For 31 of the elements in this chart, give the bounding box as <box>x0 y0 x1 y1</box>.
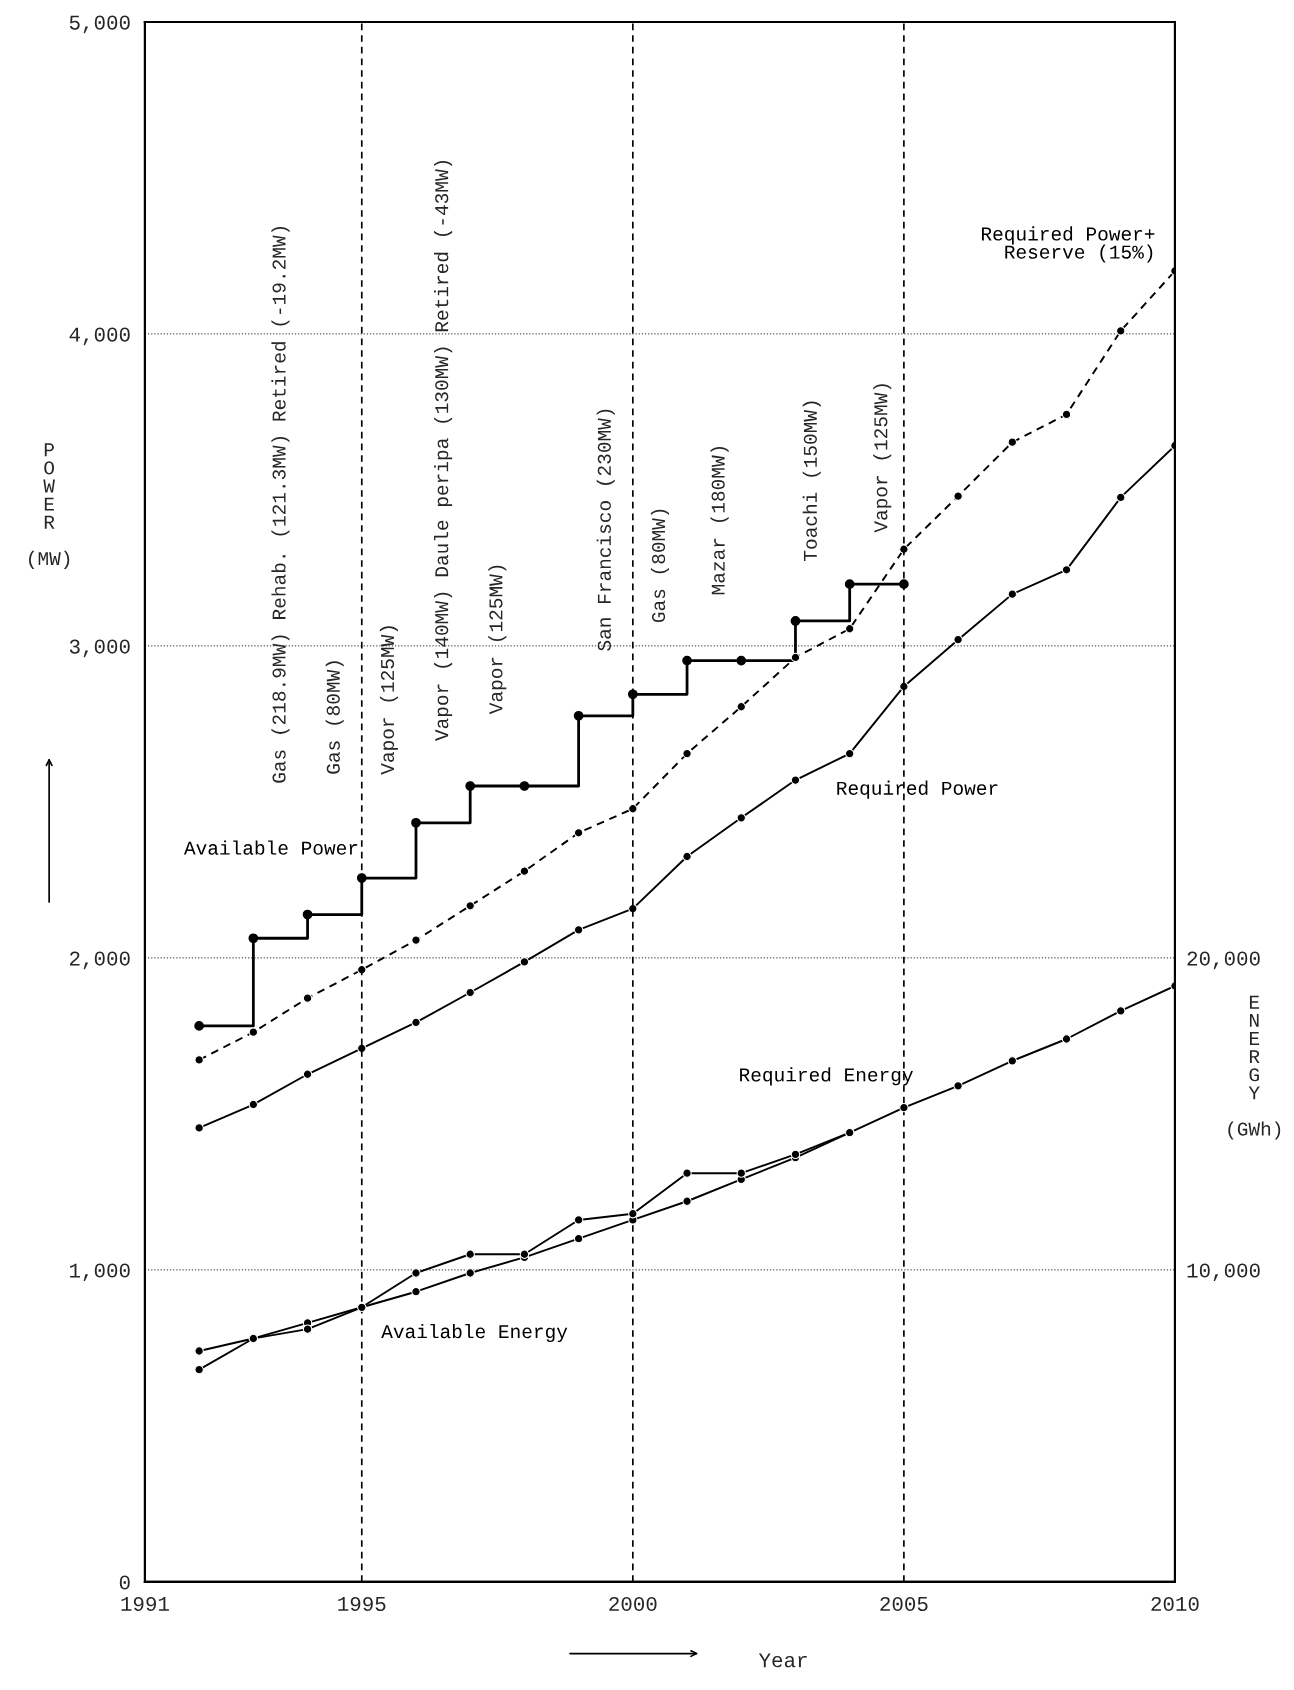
annotation: Vapor (125MW) <box>488 565 507 715</box>
x-tick-label: 2010 <box>1151 1596 1199 1612</box>
series-label: Required Energy <box>740 1067 913 1086</box>
series-label: Required Power+ Reserve (15%) <box>982 226 1155 263</box>
annotation: Mazar (180MW) <box>710 446 729 595</box>
annotation: Toachi (150MW) <box>802 401 821 561</box>
x-tick-label: 1991 <box>121 1596 169 1612</box>
x-tick-label: 2005 <box>880 1596 928 1612</box>
annotation: Vapor (125MW) <box>379 626 398 775</box>
annotation: Gas (218.9MW) Rehab. (121.3MW) Retired (-19.2MW) <box>271 226 290 783</box>
annotation: Gas (80MW) <box>650 509 669 623</box>
annotation: Gas (80MW) <box>325 661 344 774</box>
x-axis-title: Year <box>758 1653 807 1668</box>
annotation: Vapor (125MW) <box>873 384 892 533</box>
y2-tick-label: 20,000 <box>1187 951 1260 970</box>
series-label: Required Power <box>837 780 998 799</box>
y-tick-label: 3,000 <box>69 639 130 658</box>
y2-tick-label: 10,000 <box>1187 1263 1260 1282</box>
x-tick-label: 2000 <box>609 1596 657 1612</box>
y-tick-label: 2,000 <box>69 951 130 970</box>
series-label: Available Power <box>183 840 358 855</box>
y-tick-label: 0 <box>119 1575 130 1590</box>
y-tick-label: 5,000 <box>69 15 130 34</box>
annotation: Vapor (140MW) Daule peripa (130MW) Retired (-43MW) <box>434 160 453 741</box>
y2-axis-title: ENERGY (GWh) <box>1228 995 1281 1140</box>
y-tick-label: 1,000 <box>70 1263 130 1282</box>
y-axis-title: POWER (MW) <box>29 443 70 569</box>
series-label: Available Energy <box>381 1323 568 1343</box>
x-tick-label: 1995 <box>338 1596 386 1612</box>
annotation: San Francisco (230MW) <box>596 409 615 651</box>
y-tick-label: 4,000 <box>69 327 130 346</box>
